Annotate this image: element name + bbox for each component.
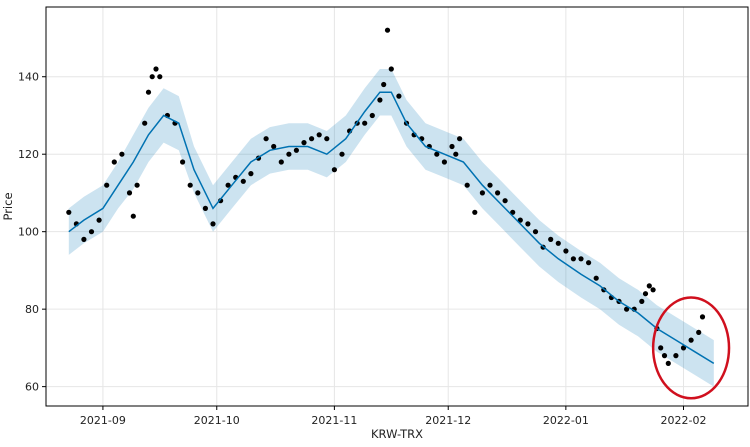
- data-point: [157, 74, 163, 80]
- data-point: [195, 190, 201, 196]
- x-tick-label: 2022-02: [661, 414, 707, 427]
- data-point: [464, 182, 470, 188]
- annotation-circle: [651, 296, 731, 400]
- data-point: [293, 147, 299, 153]
- data-point: [81, 236, 87, 242]
- data-point: [316, 132, 322, 138]
- data-point: [586, 260, 592, 266]
- data-point: [650, 287, 656, 293]
- data-point: [88, 229, 95, 235]
- data-point: [96, 217, 102, 223]
- grid: [46, 7, 748, 406]
- data-point: [563, 248, 569, 254]
- data-point: [119, 151, 125, 157]
- data-point: [153, 66, 159, 72]
- x-axis-ticks: 2021-09 2021-10 2021-11 2021-12 2022-01 2022-…: [80, 406, 707, 427]
- data-point: [699, 314, 706, 320]
- data-point: [472, 209, 478, 215]
- forecast-line: [68, 91, 715, 365]
- data-point: [639, 298, 645, 304]
- data-point: [532, 229, 539, 235]
- data-point: [130, 213, 136, 219]
- data-point: [661, 353, 668, 359]
- data-point: [301, 140, 307, 146]
- data-point: [369, 112, 375, 119]
- y-axis-ticks: 60 80 100 120 140: [18, 71, 46, 394]
- data-point: [388, 66, 394, 72]
- data-point: [624, 306, 630, 312]
- data-point: [673, 353, 679, 359]
- x-tick-label: 2021-09: [80, 414, 126, 427]
- data-point: [187, 182, 193, 188]
- data-point: [396, 93, 402, 99]
- y-tick-label: 60: [25, 381, 39, 394]
- data-point: [142, 120, 148, 126]
- data-point: [665, 360, 671, 366]
- data-point: [362, 120, 368, 126]
- data-point: [331, 167, 337, 173]
- data-point: [225, 182, 231, 188]
- data-point: [495, 190, 501, 196]
- x-tick-label: 2021-10: [194, 414, 240, 427]
- data-point: [680, 345, 687, 351]
- data-point: [202, 205, 208, 211]
- data-point: [696, 329, 702, 335]
- data-point: [570, 256, 577, 262]
- x-tick-label: 2022-01: [543, 414, 589, 427]
- data-point: [149, 74, 155, 80]
- data-point: [126, 190, 133, 196]
- data-point: [134, 182, 140, 188]
- data-point: [441, 159, 447, 165]
- data-point: [218, 198, 224, 204]
- data-point: [487, 182, 493, 188]
- data-point: [658, 345, 664, 351]
- data-point: [434, 151, 440, 157]
- plot-frame: [45, 6, 749, 407]
- data-point: [517, 217, 523, 223]
- data-point: [688, 337, 694, 343]
- data-point: [453, 151, 459, 157]
- data-point: [449, 143, 455, 150]
- y-tick-label: 80: [25, 303, 39, 316]
- data-point: [548, 236, 554, 242]
- data-point: [479, 190, 485, 196]
- data-point: [555, 240, 561, 246]
- data-point: [525, 221, 531, 227]
- data-point: [646, 283, 652, 289]
- data-point: [66, 209, 72, 215]
- data-point: [593, 275, 599, 281]
- y-tick-label: 120: [18, 148, 39, 161]
- data-point: [642, 291, 649, 297]
- data-point: [111, 159, 117, 165]
- data-point: [263, 136, 269, 142]
- data-point: [104, 182, 110, 188]
- x-tick-label: 2021-12: [425, 414, 471, 427]
- data-point: [180, 159, 186, 165]
- data-point: [210, 221, 216, 227]
- x-tick-label: 2021-11: [311, 414, 357, 427]
- data-point: [240, 178, 246, 184]
- data-point: [510, 209, 516, 215]
- data-point: [381, 81, 387, 88]
- data-point: [286, 151, 292, 157]
- data-point: [324, 136, 330, 142]
- x-axis-title: KRW-TRX: [371, 427, 423, 441]
- data-point: [377, 97, 383, 103]
- data-point: [278, 159, 284, 165]
- data-point: [248, 171, 254, 177]
- data-point: [502, 198, 508, 204]
- data-point: [271, 143, 277, 150]
- data-point: [145, 89, 152, 95]
- y-tick-label: 140: [18, 71, 39, 84]
- y-tick-label: 100: [18, 226, 39, 239]
- data-point: [457, 136, 463, 142]
- y-axis-title: Price: [1, 192, 15, 220]
- data-point: [339, 151, 345, 157]
- data-point: [578, 256, 584, 262]
- data-point: [384, 27, 391, 33]
- data-point: [309, 136, 315, 142]
